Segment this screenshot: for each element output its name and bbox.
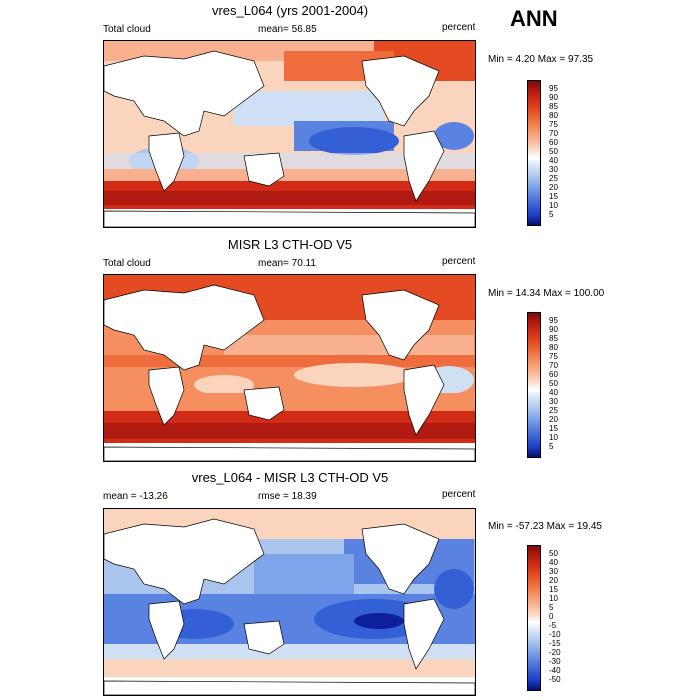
panel-2-map [103, 274, 476, 462]
colorbar-label: 30 [549, 567, 558, 576]
panel-3-units: percent [442, 489, 476, 500]
panel-2-mean: mean= 70.11 [258, 258, 316, 269]
colorbar-label: 10 [549, 433, 558, 442]
panel-3-title: vres_L064 - MISR L3 CTH-OD V5 [191, 470, 389, 485]
colorbar-label: 10 [549, 594, 558, 603]
panel-1-title: vres_L064 (yrs 2001-2004) [211, 3, 369, 18]
colorbar-label: 60 [549, 138, 558, 147]
colorbar-label: 95 [549, 316, 558, 325]
colorbar-label: -50 [549, 675, 561, 684]
colorbar-label: -30 [549, 657, 561, 666]
panel-3-map [103, 508, 476, 696]
colorbar-label: 85 [549, 102, 558, 111]
colorbar-label: 30 [549, 165, 558, 174]
colorbar-label: -15 [549, 639, 561, 648]
panel-1-mean: mean= 56.85 [258, 24, 317, 35]
panel-1-minmax: Min = 4.20 Max = 97.35 [488, 54, 594, 65]
colorbar-label: -10 [549, 630, 561, 639]
colorbar-label: 70 [549, 129, 558, 138]
panel-3-minmax: Min = -57.23 Max = 19.45 [488, 521, 602, 532]
colorbar-label: 5 [549, 210, 554, 219]
colorbar-label: 50 [549, 379, 558, 388]
colorbar-label: 25 [549, 406, 558, 415]
panel-1-colorbar: 95 90 85 80 75 70 60 50 40 30 25 20 15 1… [527, 80, 587, 226]
colorbar-label: 90 [549, 93, 558, 102]
colorbar-label: 50 [549, 549, 558, 558]
colorbar-label: 50 [549, 147, 558, 156]
colorbar-label: 40 [549, 156, 558, 165]
colorbar-swatches [527, 80, 541, 226]
colorbar-label: 75 [549, 120, 558, 129]
colorbar-label: 80 [549, 343, 558, 352]
colorbar-label: 20 [549, 415, 558, 424]
colorbar-label: 60 [549, 370, 558, 379]
panel-2-colorbar: 95 90 85 80 75 70 60 50 40 30 25 20 15 1… [527, 312, 587, 458]
colorbar-label: 70 [549, 361, 558, 370]
colorbar-label: 75 [549, 352, 558, 361]
colorbar-label: 15 [549, 424, 558, 433]
colorbar-label: 15 [549, 192, 558, 201]
colorbar-label: 0 [549, 612, 554, 621]
panel-3-mean: mean = -13.26 [103, 491, 168, 502]
season-label: ANN [510, 6, 558, 31]
colorbar-label: 10 [549, 201, 558, 210]
panel-3-colorbar: 50 40 30 20 15 10 5 0 -5 -10 -15 -20 -30… [527, 545, 587, 691]
panel-2-units: percent [442, 256, 476, 267]
colorbar-label: 40 [549, 558, 558, 567]
colorbar-label: -20 [549, 648, 561, 657]
colorbar-label: 40 [549, 388, 558, 397]
panel-2-variable-label: Total cloud [103, 258, 151, 269]
colorbar-label: 15 [549, 585, 558, 594]
panel-3-rmse: rmse = 18.39 [258, 491, 317, 502]
colorbar-label: 95 [549, 84, 558, 93]
colorbar-label: 90 [549, 325, 558, 334]
colorbar-label: 20 [549, 576, 558, 585]
panel-1-variable-label: Total cloud [103, 24, 151, 35]
colorbar-label: 85 [549, 334, 558, 343]
colorbar-label: 20 [549, 183, 558, 192]
panel-2-title: MISR L3 CTH-OD V5 [227, 237, 353, 252]
panel-1-map [103, 40, 476, 228]
colorbar-swatches [527, 312, 541, 458]
colorbar-swatches [527, 545, 541, 691]
colorbar-label: 25 [549, 174, 558, 183]
colorbar-label: 5 [549, 442, 554, 451]
colorbar-label: 30 [549, 397, 558, 406]
colorbar-label: 80 [549, 111, 558, 120]
panel-1-units: percent [442, 22, 476, 33]
colorbar-label: 5 [549, 603, 554, 612]
colorbar-label: -40 [549, 666, 561, 675]
panel-2-minmax: Min = 14.34 Max = 100.00 [488, 288, 605, 299]
colorbar-label: -5 [549, 621, 557, 630]
